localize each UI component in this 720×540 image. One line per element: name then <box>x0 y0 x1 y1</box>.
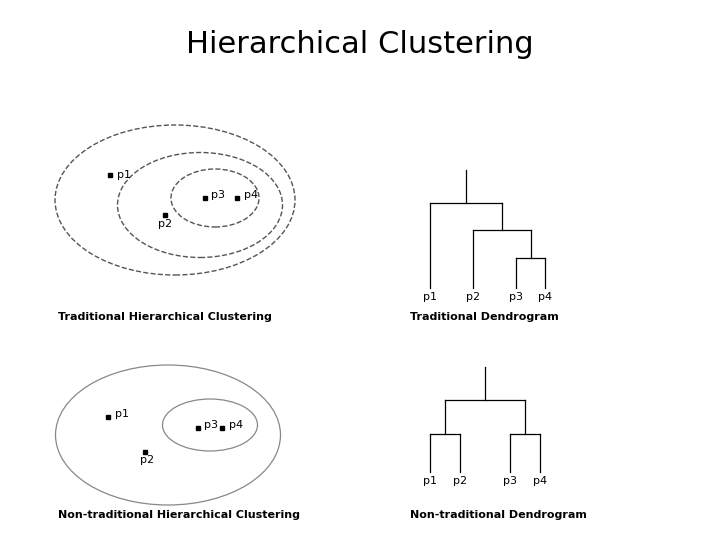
Text: p4: p4 <box>229 420 243 430</box>
Text: p1: p1 <box>117 170 131 180</box>
Text: p2: p2 <box>466 292 480 302</box>
Text: p1: p1 <box>423 292 437 302</box>
Text: Non-traditional Dendrogram: Non-traditional Dendrogram <box>410 510 587 520</box>
Text: p1: p1 <box>115 409 129 419</box>
Text: p2: p2 <box>140 455 154 465</box>
Text: Traditional Hierarchical Clustering: Traditional Hierarchical Clustering <box>58 312 272 322</box>
Text: p3: p3 <box>204 420 218 430</box>
Text: Non-traditional Hierarchical Clustering: Non-traditional Hierarchical Clustering <box>58 510 300 520</box>
Text: p1: p1 <box>423 476 437 486</box>
Text: p3: p3 <box>509 292 523 302</box>
Text: p4: p4 <box>244 190 258 200</box>
Text: p4: p4 <box>533 476 547 486</box>
Text: p2: p2 <box>453 476 467 486</box>
Text: p3: p3 <box>211 190 225 200</box>
Text: Hierarchical Clustering: Hierarchical Clustering <box>186 30 534 59</box>
Text: Traditional Dendrogram: Traditional Dendrogram <box>410 312 559 322</box>
Text: p2: p2 <box>158 219 172 229</box>
Text: p3: p3 <box>503 476 517 486</box>
Text: p4: p4 <box>538 292 552 302</box>
